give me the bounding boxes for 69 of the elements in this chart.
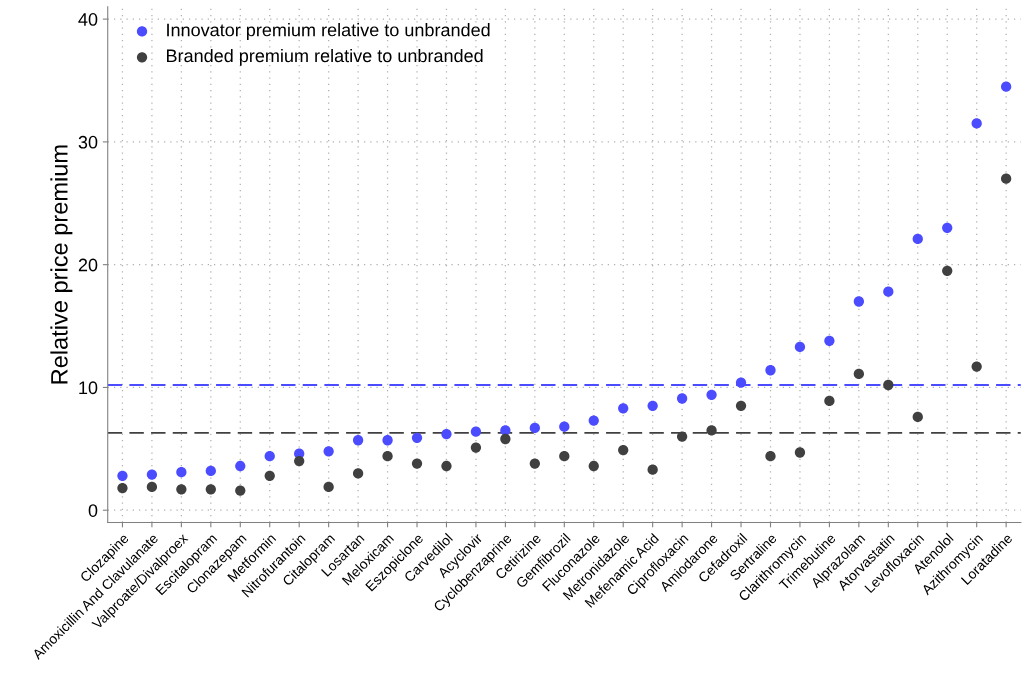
point	[176, 484, 187, 495]
point	[735, 400, 747, 412]
point	[176, 467, 187, 478]
point	[529, 458, 540, 469]
point	[647, 464, 658, 475]
point	[588, 460, 599, 472]
y-tick-label: 30	[78, 135, 98, 149]
point	[382, 435, 393, 446]
point	[441, 460, 452, 472]
y-tick-label: 40	[78, 13, 98, 26]
point	[912, 233, 923, 245]
point	[146, 469, 158, 480]
point	[441, 428, 452, 440]
point	[853, 296, 865, 307]
y-axis-title: Relative price premium	[50, 145, 73, 384]
point	[382, 451, 393, 462]
point	[706, 425, 717, 436]
point	[942, 222, 953, 233]
point	[529, 422, 540, 434]
point	[971, 118, 982, 129]
point	[942, 265, 953, 276]
legend-label: Innovator premium relative to unbranded	[167, 23, 490, 40]
point	[794, 447, 806, 458]
point	[765, 365, 776, 376]
y-tick-label: 10	[79, 381, 98, 395]
point	[205, 465, 216, 477]
point	[618, 444, 629, 456]
legend-label: Branded premium relative to unbranded	[166, 48, 483, 66]
point	[117, 482, 128, 494]
point	[264, 470, 275, 481]
point	[323, 481, 334, 493]
point	[500, 425, 511, 436]
point	[470, 442, 482, 453]
point	[1000, 173, 1012, 184]
point	[853, 368, 865, 380]
point	[883, 286, 894, 297]
point	[824, 395, 835, 407]
point	[411, 432, 423, 443]
point	[117, 470, 128, 481]
point	[264, 451, 275, 462]
point	[676, 431, 688, 442]
point	[618, 403, 629, 414]
point	[971, 361, 982, 372]
point	[1000, 81, 1012, 92]
point	[500, 433, 511, 445]
point	[794, 341, 806, 353]
y-tick-label: 20	[78, 258, 98, 272]
point	[559, 451, 570, 462]
point	[352, 468, 364, 479]
point	[676, 393, 688, 404]
point	[323, 446, 334, 457]
point	[205, 484, 216, 495]
point	[146, 481, 158, 493]
point	[883, 379, 894, 391]
point	[470, 426, 482, 437]
point	[647, 400, 658, 412]
point	[235, 485, 246, 496]
point	[294, 455, 305, 467]
point	[352, 435, 364, 446]
point	[912, 411, 923, 423]
point	[411, 458, 423, 469]
point	[559, 421, 570, 432]
point	[235, 460, 246, 472]
point	[588, 415, 599, 426]
y-tick-label: 0	[88, 504, 98, 517]
point	[824, 335, 835, 346]
point	[765, 451, 776, 462]
point	[706, 389, 717, 400]
point	[735, 377, 747, 388]
